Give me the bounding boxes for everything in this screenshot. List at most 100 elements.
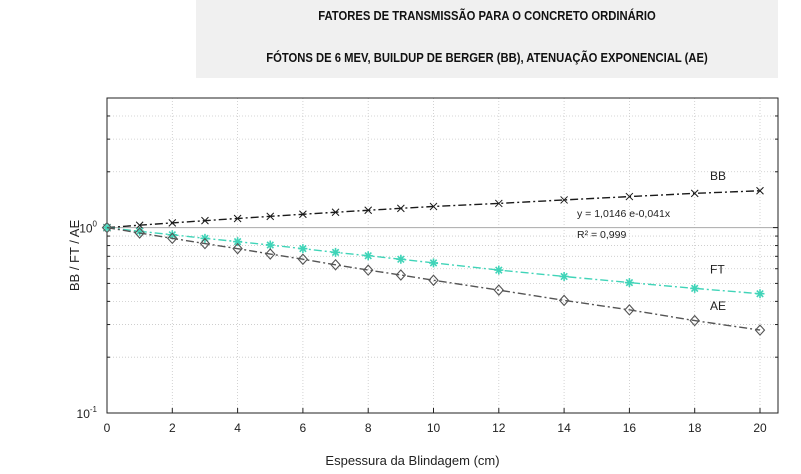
data-point (559, 271, 569, 281)
data-point (755, 289, 765, 299)
data-point-stroke (299, 210, 307, 219)
data-point (167, 232, 178, 245)
data-point-stroke (201, 216, 209, 225)
data-point-stroke (756, 186, 764, 195)
data-point (690, 283, 700, 293)
x-tick-label: 10 (427, 421, 441, 435)
data-point (297, 253, 309, 266)
data-point (429, 258, 438, 268)
data-point-stroke (429, 259, 438, 267)
y-tick-exponent: -1 (90, 405, 98, 414)
data-point (429, 202, 438, 211)
data-point (560, 196, 568, 204)
data-point-stroke (756, 289, 764, 298)
data-point (199, 237, 211, 250)
x-tick-label: 12 (492, 421, 506, 435)
data-point-stroke (331, 208, 340, 217)
x-tick-label: 4 (234, 421, 241, 435)
data-point-stroke (135, 227, 144, 236)
data-point (689, 314, 700, 327)
series-line-ft (106, 226, 761, 295)
data-point (363, 251, 373, 261)
x-tick-label: 16 (623, 421, 637, 435)
data-point-stroke (364, 251, 372, 260)
data-point (134, 227, 145, 239)
data-point (625, 192, 634, 201)
data-point-stroke (233, 214, 242, 223)
x-axis-label: Espessura da Blindagem (cm) (325, 453, 499, 468)
data-point (101, 221, 113, 234)
data-point (624, 278, 634, 288)
fit-equation: y = 1,0146 e-0,041x (577, 208, 671, 220)
data-point (135, 221, 144, 230)
data-point-stroke (266, 241, 274, 249)
series-bb: BB (103, 169, 764, 232)
data-point-stroke (690, 284, 699, 293)
data-point-stroke (429, 202, 438, 211)
data-point-stroke (494, 199, 503, 208)
data-point (493, 284, 505, 296)
series-ae: AE (101, 221, 766, 336)
series-layer: BB FT AE (101, 169, 766, 336)
data-point (331, 247, 341, 257)
series-label-ae: AE (710, 299, 726, 313)
data-point (754, 324, 766, 336)
data-point (494, 199, 503, 208)
plot-frame (106, 97, 779, 414)
x-tick-label: 6 (300, 421, 307, 435)
data-point-stroke (625, 278, 634, 287)
data-point-stroke (560, 196, 568, 204)
data-point-stroke (560, 272, 568, 281)
grid-lines (107, 97, 778, 414)
y-tick-exponent: 0 (93, 220, 98, 229)
data-point-stroke (266, 212, 275, 221)
data-point-stroke (135, 221, 144, 230)
data-point-stroke (690, 189, 699, 198)
title-band (196, 0, 778, 78)
labels-layer: Espessura da Blindagem (cm) BB / FT / AE… (67, 208, 671, 468)
x-tick-label: 20 (753, 421, 767, 435)
data-point-stroke (396, 204, 405, 213)
data-point (266, 212, 275, 221)
chart-title: FATORES DE TRANSMISSÃO PARA O CONCRETO O… (318, 9, 656, 23)
series-line-ae (106, 226, 761, 331)
data-point (233, 214, 242, 223)
data-point (299, 210, 307, 219)
data-point (364, 206, 373, 215)
series-label-bb: BB (710, 169, 726, 183)
y-tick-label: 10-1 (77, 405, 98, 421)
x-tick-label: 8 (365, 421, 372, 435)
data-point (362, 264, 374, 276)
data-point-stroke (625, 192, 634, 201)
data-point (396, 204, 405, 213)
data-point-stroke (364, 206, 373, 215)
series-ft: FT (102, 223, 765, 299)
data-point (233, 237, 243, 247)
data-point (232, 242, 243, 255)
data-point (265, 240, 275, 250)
data-point (558, 294, 570, 307)
data-point-stroke (299, 244, 307, 253)
data-point (624, 304, 635, 316)
x-tick-label: 18 (688, 421, 702, 435)
series-line-bb (106, 190, 761, 229)
data-point (494, 265, 504, 275)
data-point-stroke (331, 248, 340, 257)
data-point-stroke (233, 237, 242, 246)
data-point (395, 269, 407, 281)
data-point-stroke (397, 255, 405, 263)
data-point (201, 216, 209, 225)
data-point (168, 219, 177, 227)
data-point (396, 254, 406, 264)
data-point (265, 248, 276, 260)
series-label-ft: FT (710, 263, 725, 277)
data-point (331, 208, 340, 217)
chart-subtitle: FÓTONS DE 6 MEV, BUILDUP DE BERGER (BB),… (266, 51, 708, 65)
x-tick-label: 14 (557, 421, 571, 435)
fit-r-squared: R² = 0,999 (577, 229, 626, 241)
y-axis-label: BB / FT / AE (67, 220, 82, 292)
data-point (428, 274, 439, 287)
x-tick-label: 0 (104, 421, 111, 435)
